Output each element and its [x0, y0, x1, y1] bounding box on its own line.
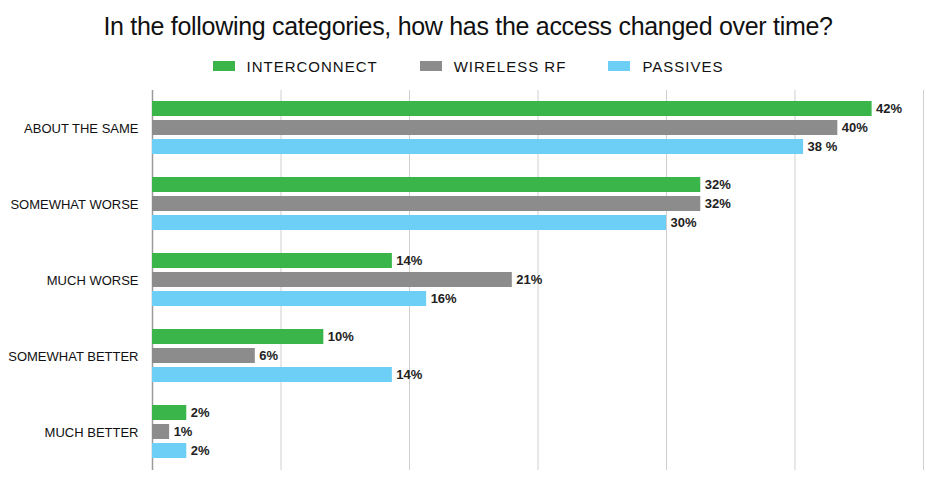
svg-text:14%: 14% — [396, 367, 422, 382]
svg-text:32%: 32% — [705, 177, 731, 192]
html-text:PASSIVES: PASSIVES — [642, 57, 724, 75]
html-text:INTERCONNECT: INTERCONNECT — [246, 57, 378, 75]
svg-text:2%: 2% — [191, 405, 210, 420]
svg-text:10%: 10% — [328, 329, 354, 344]
svg-text:SOMEWHAT WORSE: SOMEWHAT WORSE — [10, 197, 138, 212]
svg-text:ABOUT THE SAME: ABOUT THE SAME — [24, 121, 139, 136]
svg-text:16%: 16% — [431, 291, 457, 306]
svg-text:SOMEWHAT BETTER: SOMEWHAT BETTER — [8, 349, 138, 364]
svg-text:32%: 32% — [705, 196, 731, 211]
svg-text:6%: 6% — [259, 348, 278, 363]
svg-text:2%: 2% — [191, 443, 210, 458]
svg-text:14%: 14% — [396, 253, 422, 268]
svg-text:42%: 42% — [876, 101, 902, 116]
svg-text:1%: 1% — [174, 424, 193, 439]
svg-text:38 %: 38 % — [808, 139, 838, 154]
svg-text:MUCH BETTER: MUCH BETTER — [45, 425, 139, 440]
svg-text:40%: 40% — [842, 120, 868, 135]
svg-text:30%: 30% — [671, 215, 697, 230]
html-text:In the following categories, h: In the following categories, how has the… — [103, 12, 833, 40]
svg-text:MUCH WORSE: MUCH WORSE — [47, 273, 139, 288]
svg-text:21%: 21% — [516, 272, 542, 287]
html-text:WIRELESS RF: WIRELESS RF — [453, 57, 567, 75]
